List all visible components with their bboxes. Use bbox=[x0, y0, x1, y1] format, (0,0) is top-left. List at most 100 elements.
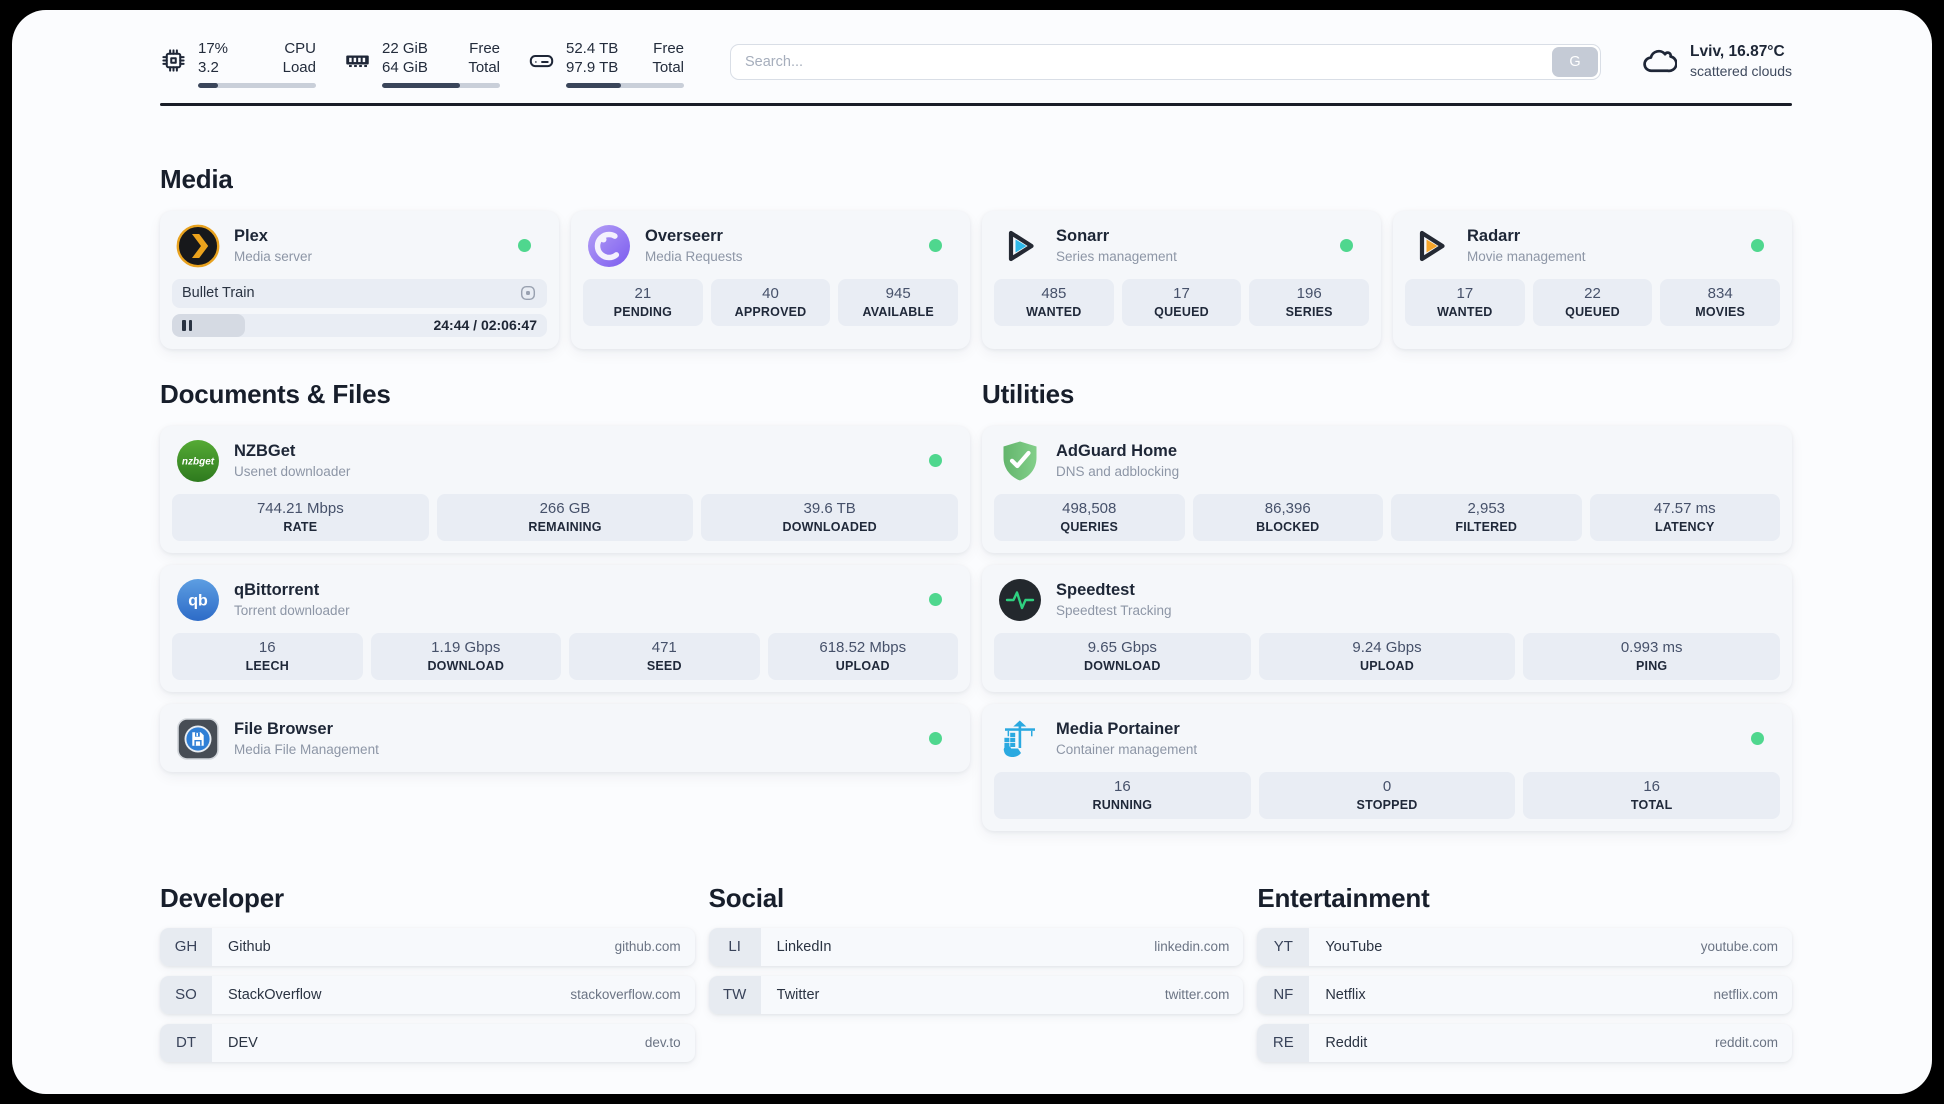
bookmark-group-title: Social bbox=[708, 882, 785, 913]
app-card-plex[interactable]: Plex Media server Bullet Train 24:44 / 02:0… bbox=[160, 210, 559, 349]
stat-tile-value: 196 bbox=[1296, 285, 1322, 302]
stat-label: Total bbox=[652, 58, 684, 76]
stat-tile: 945 AVAILABLE bbox=[838, 278, 959, 326]
filebrowser-icon bbox=[176, 717, 220, 761]
bookmark-url: twitter.com bbox=[1164, 987, 1230, 1002]
app-card-radarr[interactable]: Radarr Movie management 17 WANTED 22 QUEUED 83… bbox=[1393, 210, 1792, 349]
stat-tile-value: 86,396 bbox=[1264, 500, 1311, 517]
bookmark-name: DEV bbox=[228, 1034, 258, 1051]
bookmark-abbr-badge: NF bbox=[1257, 975, 1310, 1014]
stat-tile: 0.993 ms PING bbox=[1523, 632, 1781, 680]
bookmark-url: stackoverflow.com bbox=[570, 987, 681, 1002]
bookmark-twitter[interactable]: TW Twitter twitter.com bbox=[708, 975, 1244, 1014]
search-engine-button[interactable]: G bbox=[1552, 47, 1599, 77]
app-stats: 498,508 QUERIES 86,396 BLOCKED 2,953 FILTERED… bbox=[982, 493, 1792, 553]
bookmark-youtube[interactable]: YT YouTube youtube.com bbox=[1257, 927, 1792, 966]
bookmark-url: dev.to bbox=[644, 1035, 681, 1050]
stat-tile-label: RATE bbox=[283, 520, 318, 534]
stat-value: 3.2 bbox=[198, 58, 219, 76]
stat-tile-label: DOWNLOAD bbox=[1084, 659, 1161, 673]
stat-label: Total bbox=[468, 58, 500, 76]
cpu-icon bbox=[160, 47, 187, 88]
bookmark-group: Social LI LinkedIn linkedin.com TW Twitter twi… bbox=[708, 882, 1244, 1062]
stat-tile-label: SEED bbox=[646, 659, 682, 673]
system-stats: 17% 3.2 CPU Load 22 GiB 64 GiB Free Total 52.4 T… bbox=[160, 40, 684, 88]
bookmark-dev[interactable]: DT DEV dev.to bbox=[160, 1023, 695, 1062]
stat-body: 17% 3.2 CPU Load bbox=[198, 40, 316, 88]
app-card-speedtest[interactable]: Speedtest Speedtest Tracking 9.65 Gbps DOWN… bbox=[982, 564, 1792, 692]
app-titles: Radarr Movie management bbox=[1467, 227, 1586, 264]
stat-tile-label: QUEUED bbox=[1565, 305, 1620, 319]
bookmark-linkedin[interactable]: LI LinkedIn linkedin.com bbox=[708, 927, 1244, 966]
app-card-qbittorrent[interactable]: qb qBittorrent Torrent downloader 16 LEECH 1.… bbox=[160, 564, 970, 692]
bookmark-netflix[interactable]: NF Netflix netflix.com bbox=[1257, 975, 1792, 1014]
app-header: Sonarr Series management bbox=[982, 211, 1381, 279]
bookmark-reddit[interactable]: RE Reddit reddit.com bbox=[1257, 1023, 1792, 1062]
app-titles: Speedtest Speedtest Tracking bbox=[1056, 581, 1172, 618]
stat-tile-value: 47.57 ms bbox=[1653, 500, 1716, 517]
app-card-sonarr[interactable]: Sonarr Series management 485 WANTED 17 QUEUED… bbox=[982, 210, 1381, 349]
app-subtitle: Speedtest Tracking bbox=[1056, 603, 1172, 618]
stat-tile-value: 266 GB bbox=[539, 500, 591, 517]
stat-tile: 485 WANTED bbox=[994, 278, 1114, 326]
app-name: AdGuard Home bbox=[1056, 442, 1178, 460]
app-card-portainer[interactable]: Media Portainer Container management 16 RUN… bbox=[982, 703, 1792, 831]
stat-tile: 40 APPROVED bbox=[710, 278, 831, 326]
search-input[interactable] bbox=[730, 44, 1602, 80]
bookmark-stackoverflow[interactable]: SO StackOverflow stackoverflow.com bbox=[160, 975, 695, 1014]
pause-icon[interactable] bbox=[182, 319, 192, 331]
disk-icon bbox=[528, 47, 555, 88]
bookmark-github[interactable]: GH Github github.com bbox=[160, 927, 695, 966]
app-subtitle: Media Requests bbox=[645, 249, 743, 264]
app-header: Speedtest Speedtest Tracking bbox=[982, 565, 1792, 633]
stat-progress-bar bbox=[382, 82, 500, 88]
cloud-icon bbox=[1641, 43, 1678, 79]
app-stats: 744.21 Mbps RATE 266 GB REMAINING 39.6 TB DOW… bbox=[160, 493, 970, 553]
stat-tile: 2,953 FILTERED bbox=[1391, 493, 1582, 541]
screen-icon bbox=[519, 284, 537, 302]
stat-tile-value: 17 bbox=[1456, 285, 1474, 302]
stat-label: CPU bbox=[284, 40, 316, 57]
stat-tile-value: 16 bbox=[1113, 778, 1131, 795]
app-titles: NZBGet Usenet downloader bbox=[234, 442, 350, 479]
search-container: G bbox=[730, 44, 1602, 80]
stat-tile-label: LATENCY bbox=[1655, 520, 1715, 534]
portainer-icon bbox=[998, 717, 1042, 761]
stat-tile: 9.24 Gbps UPLOAD bbox=[1258, 632, 1516, 680]
weather-widget: Lviv, 16.87°C scattered clouds bbox=[1641, 43, 1792, 79]
bookmark-abbr-badge: SO bbox=[160, 975, 212, 1014]
stat-tile-value: 22 bbox=[1584, 285, 1601, 302]
stat-tile-value: 21 bbox=[634, 285, 652, 302]
section-title-media: Media bbox=[160, 163, 233, 194]
stat-tile-label: UPLOAD bbox=[1360, 659, 1414, 673]
stat-tile: 618.52 Mbps UPLOAD bbox=[767, 632, 958, 680]
app-subtitle: Container management bbox=[1056, 742, 1198, 757]
stat-body: 22 GiB 64 GiB Free Total bbox=[382, 40, 500, 88]
app-card-filebrowser[interactable]: File Browser Media File Management bbox=[160, 703, 970, 772]
status-dot bbox=[929, 454, 942, 467]
status-dot bbox=[929, 732, 942, 745]
app-header: Media Portainer Container management bbox=[982, 704, 1792, 772]
app-titles: Overseerr Media Requests bbox=[645, 227, 743, 264]
overseerr-icon bbox=[587, 224, 631, 268]
adguard-icon bbox=[998, 439, 1042, 483]
app-header: Plex Media server bbox=[160, 211, 559, 279]
stat-tile: 86,396 BLOCKED bbox=[1192, 493, 1383, 541]
now-playing-title: Bullet Train bbox=[182, 285, 255, 301]
app-card-overseerr[interactable]: Overseerr Media Requests 21 PENDING 40 APPROV… bbox=[571, 210, 970, 349]
documents-apps: nzbget NZBGet Usenet downloader 744.21 Mbps… bbox=[160, 425, 970, 772]
app-titles: File Browser Media File Management bbox=[234, 720, 379, 757]
stat-tile-label: STOPPED bbox=[1356, 798, 1418, 812]
stat-tile: 498,508 QUERIES bbox=[994, 493, 1185, 541]
playback-progress-bar: 24:44 / 02:06:47 bbox=[172, 313, 547, 337]
stat-tile-value: 9.24 Gbps bbox=[1352, 639, 1422, 656]
stat-label: Load bbox=[282, 58, 316, 76]
stat-value: 97.9 TB bbox=[566, 58, 619, 76]
app-name: Plex bbox=[234, 227, 268, 245]
stat-body: 52.4 TB 97.9 TB Free Total bbox=[566, 40, 684, 88]
app-name: File Browser bbox=[234, 720, 334, 738]
now-playing-title-row: Bullet Train bbox=[172, 278, 547, 308]
app-card-adguard[interactable]: AdGuard Home DNS and adblocking 498,508 QUE… bbox=[982, 425, 1792, 553]
app-header: nzbget NZBGet Usenet downloader bbox=[160, 426, 970, 494]
app-card-nzbget[interactable]: nzbget NZBGet Usenet downloader 744.21 Mbps… bbox=[160, 425, 970, 553]
